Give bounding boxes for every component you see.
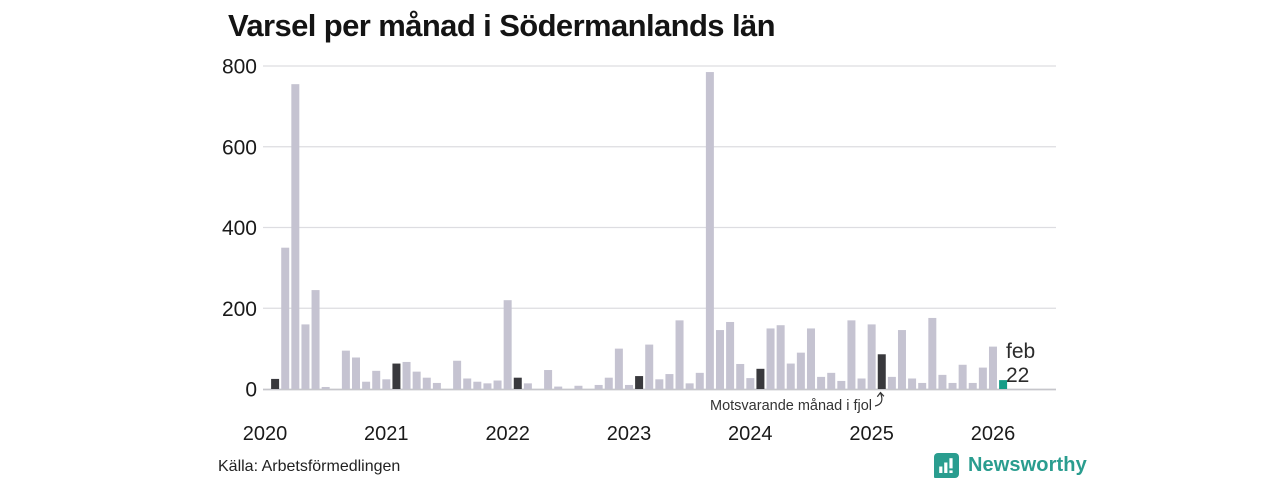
bar — [837, 380, 846, 389]
bar — [635, 376, 644, 389]
bar — [918, 382, 927, 389]
x-tick-label: 2026 — [971, 423, 1016, 445]
bar — [928, 317, 937, 389]
bar — [897, 330, 906, 389]
bar — [301, 324, 310, 389]
bar — [806, 328, 815, 389]
newsworthy-icon — [934, 452, 959, 478]
newsworthy-logo[interactable]: Newsworthy — [933, 451, 1087, 479]
bars — [271, 72, 1008, 390]
bar — [392, 363, 401, 389]
bar — [624, 384, 633, 389]
bar — [766, 328, 775, 389]
bar — [817, 376, 826, 389]
bar — [796, 352, 805, 389]
bar — [736, 363, 745, 389]
bar — [594, 384, 603, 389]
bar — [503, 300, 512, 390]
bar — [281, 247, 290, 389]
bar — [867, 324, 876, 389]
bar — [685, 383, 694, 389]
bar — [958, 364, 967, 389]
y-axis-labels: 0 200 400 600 800 — [222, 56, 257, 402]
bar — [422, 377, 431, 389]
bar — [877, 354, 886, 389]
bar — [938, 374, 947, 389]
y-tick-label: 200 — [222, 298, 257, 321]
bar — [847, 320, 856, 389]
annotation-text: Motsvarande månad i fjol — [710, 398, 872, 414]
annotation-arrowhead — [876, 391, 885, 398]
bar — [513, 377, 522, 389]
y-tick-label: 400 — [222, 217, 257, 240]
bar — [554, 386, 563, 389]
bar — [321, 386, 330, 389]
bar — [412, 371, 421, 389]
x-tick-label: 2023 — [607, 423, 652, 445]
current-value-label: 22 — [1006, 364, 1029, 387]
source-caption: Källa: Arbetsförmedlingen — [218, 458, 401, 475]
bar — [715, 330, 724, 389]
bar — [827, 372, 836, 389]
bar — [614, 348, 623, 390]
bar — [726, 321, 735, 389]
bar — [988, 346, 997, 389]
y-tick-label: 600 — [222, 136, 257, 159]
bar — [544, 370, 553, 389]
bar — [432, 382, 441, 389]
bar — [311, 290, 320, 389]
bar — [746, 378, 755, 389]
bar — [493, 380, 502, 389]
bar — [523, 383, 532, 389]
annotation-arrow — [874, 392, 883, 407]
bar — [675, 320, 684, 389]
gridlines — [263, 65, 1056, 390]
bar — [705, 72, 714, 389]
x-axis-labels: 2020 2021 2022 2023 2024 2025 2026 — [243, 423, 1016, 445]
bar — [999, 380, 1008, 389]
bar — [968, 382, 977, 389]
bar — [604, 377, 613, 389]
bar — [352, 357, 360, 389]
bar — [948, 382, 957, 389]
x-tick-label: 2025 — [849, 423, 894, 445]
bar — [857, 378, 866, 389]
bar — [463, 378, 472, 389]
y-tick-label: 0 — [245, 379, 257, 402]
bar — [786, 363, 795, 389]
bar — [483, 383, 492, 389]
chart-title: Varsel per månad i Södermanlands län — [228, 8, 776, 43]
bar — [372, 370, 381, 389]
bar — [655, 379, 664, 389]
bar — [978, 367, 987, 389]
x-tick-label: 2021 — [364, 423, 409, 445]
bar — [695, 372, 704, 389]
bar — [908, 378, 917, 389]
bar — [382, 379, 391, 389]
bar — [887, 376, 896, 389]
bar — [291, 84, 300, 390]
bar — [271, 378, 280, 389]
bar — [645, 344, 654, 389]
bar — [473, 381, 482, 389]
x-tick-label: 2024 — [728, 423, 773, 445]
bar — [341, 350, 350, 389]
x-tick-label: 2022 — [485, 423, 530, 445]
bar — [574, 385, 583, 389]
x-tick-label: 2020 — [243, 423, 288, 445]
bar — [402, 361, 411, 389]
bar — [453, 360, 462, 389]
bar — [756, 368, 765, 389]
bar — [362, 381, 371, 389]
bar — [776, 325, 785, 389]
y-tick-label: 800 — [222, 56, 257, 79]
current-month-label: feb — [1006, 340, 1035, 363]
bar — [665, 374, 674, 389]
newsworthy-wordmark: Newsworthy — [968, 453, 1087, 476]
